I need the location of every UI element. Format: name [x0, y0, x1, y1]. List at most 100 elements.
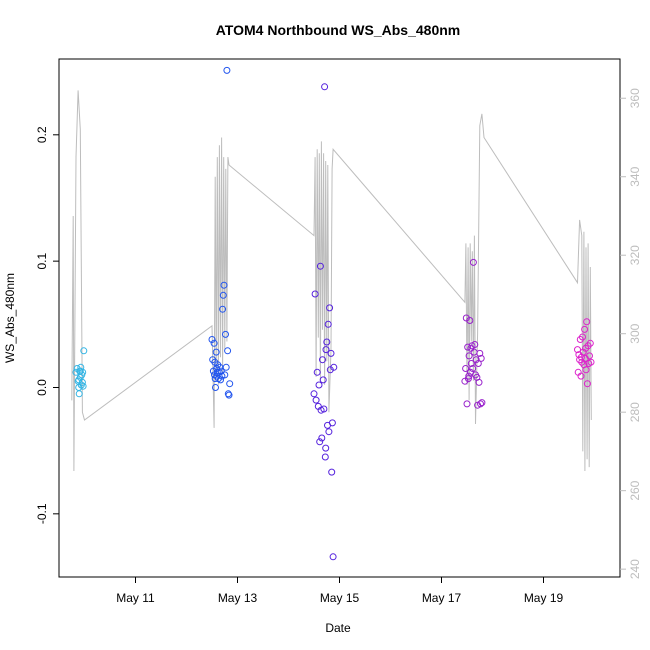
series-3-point-7 [466, 317, 474, 324]
y-axis-right: 240 260 280 300 320 340 360 [620, 88, 642, 579]
series-3-point-26 [467, 344, 475, 352]
series-5-line [71, 90, 592, 472]
series-3-point-16 [472, 356, 480, 364]
series-4-point-17 [586, 352, 593, 360]
series-2-point-19 [325, 428, 333, 436]
series-2-point-5 [315, 381, 323, 389]
series-3-point-23 [477, 354, 485, 362]
series-4-point-7 [579, 333, 586, 341]
series-2-point-10 [319, 356, 326, 364]
x-tick-label-3: May 17 [422, 591, 462, 605]
series-3-point-6 [465, 352, 473, 360]
series-4-point-21 [582, 344, 590, 352]
x-tick-label-4: May 19 [524, 591, 564, 605]
series-2-point-11 [319, 376, 327, 384]
series-1-point-28 [226, 380, 234, 388]
series-2-point-23 [328, 468, 336, 476]
series-3-point-21 [476, 349, 484, 357]
series-1-point-27 [225, 391, 233, 399]
series-1-point-22 [222, 330, 229, 338]
series-2-point-0 [310, 390, 318, 398]
series-4-point-0 [574, 346, 581, 354]
series-0-point-0 [72, 368, 80, 376]
x-axis: May 11 May 13 May 15 May 17 May 19 [116, 577, 563, 605]
series-2-point-24 [328, 419, 336, 427]
series-2-point-25 [329, 553, 337, 561]
y2-tick-label-5: 340 [628, 166, 642, 186]
series-2-point-3 [313, 368, 321, 376]
y-axis-left: -0.1 0.0 0.1 0.2 [35, 126, 59, 524]
x-axis-label: Date [325, 621, 351, 635]
series-1-point-8 [212, 348, 220, 356]
series-0-point-15 [75, 376, 83, 384]
series-3-point-19 [474, 360, 482, 367]
y2-tick-label-4: 320 [628, 245, 642, 265]
secondary-line-layer [71, 90, 592, 472]
series-2-point-22 [327, 349, 335, 357]
series-3-point-5 [464, 375, 472, 383]
x-tick-label-2: May 15 [320, 591, 360, 605]
series-1-point-29 [213, 368, 221, 376]
y2-tick-label-1: 260 [628, 480, 642, 500]
series-4-point-14 [583, 380, 591, 388]
series-1-point-24 [223, 66, 231, 74]
series-0-point-14 [76, 367, 84, 375]
y-tick-label-3: 0.2 [35, 126, 49, 143]
series-4-point-13 [583, 318, 591, 326]
series-3-point-22 [477, 400, 484, 408]
series-0-point-13 [80, 347, 88, 355]
series-2-point-27 [322, 444, 330, 452]
series-4-point-18 [586, 339, 594, 347]
y-tick-label-1: 0.0 [35, 379, 49, 396]
series-2-point-26 [330, 363, 338, 371]
series-1-point-20 [220, 281, 228, 289]
y-axis-label: WS_Abs_480nm [3, 273, 17, 363]
series-4-point-19 [587, 358, 595, 366]
y2-tick-label-3: 300 [628, 323, 642, 343]
series-2-point-12 [320, 405, 328, 413]
series-2-point-20 [326, 304, 334, 312]
y2-tick-label-0: 240 [628, 559, 642, 579]
series-2-point-13 [321, 83, 329, 91]
series-1-point-21 [221, 371, 229, 379]
series-2-point-7 [316, 262, 324, 270]
series-0-point-4 [75, 390, 83, 398]
series-1-point-7 [212, 384, 219, 391]
y2-tick-label-6: 360 [628, 88, 642, 108]
series-2-point-18 [324, 320, 332, 328]
series-1-point-3 [210, 339, 218, 347]
series-3-point-20 [475, 378, 483, 386]
plot-frame [58, 58, 621, 578]
series-2-point-14 [321, 453, 329, 461]
y-tick-label-2: 0.1 [35, 252, 49, 269]
series-1-point-25 [224, 347, 232, 355]
series-1-point-0 [208, 336, 216, 343]
series-3-point-14 [471, 341, 479, 348]
series-3-point-24 [478, 399, 486, 407]
series-2-point-6 [316, 438, 324, 446]
x-tick-label-0: May 11 [116, 591, 155, 605]
series-3-point-4 [464, 343, 472, 351]
series-2-point-2 [312, 396, 320, 404]
series-3-point-25 [465, 372, 473, 380]
series-2-point-15 [322, 346, 330, 354]
series-3-point-9 [467, 360, 475, 367]
series-4-point-20 [577, 353, 585, 361]
series-3-point-12 [469, 258, 477, 266]
series-1-point-18 [219, 305, 227, 313]
series-1-point-15 [217, 376, 224, 384]
series-4-point-10 [581, 325, 589, 333]
y-tick-label-0: -0.1 [35, 503, 49, 524]
series-0-point-12 [79, 382, 87, 390]
series-1-point-23 [222, 363, 230, 371]
x-tick-label-1: May 13 [218, 591, 258, 605]
series-3-point-11 [469, 365, 477, 372]
series-3-point-1 [462, 365, 470, 372]
chart-title: ATOM4 Northbound WS_Abs_480nm [216, 22, 461, 38]
series-2-point-16 [323, 338, 331, 346]
series-2-point-9 [318, 434, 326, 442]
series-4-point-5 [577, 372, 585, 380]
points-layer [72, 66, 595, 561]
y2-tick-label-2: 280 [628, 402, 642, 422]
